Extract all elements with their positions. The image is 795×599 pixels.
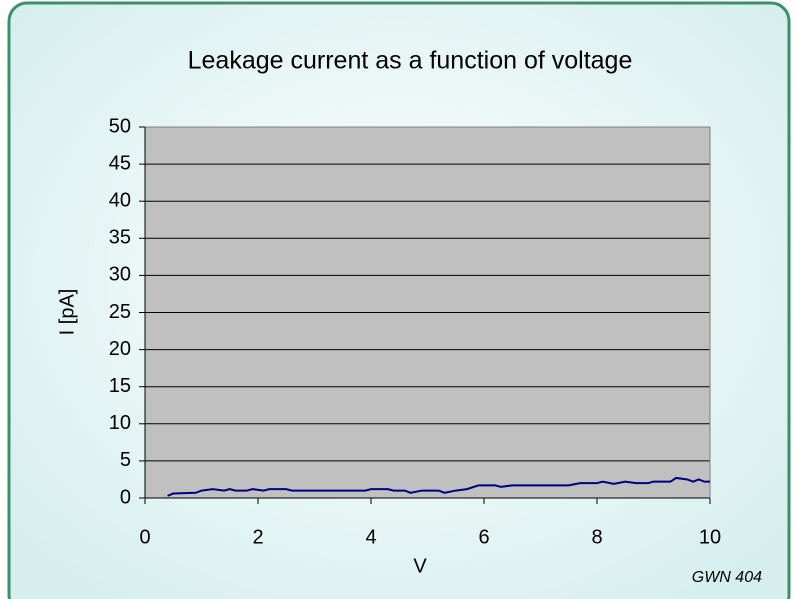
data-line	[167, 476, 710, 497]
x-tick-label: 8	[591, 526, 602, 548]
y-tick-label: 20	[109, 338, 131, 360]
x-tick-label: 2	[252, 526, 263, 548]
x-tick-label: 4	[365, 526, 376, 548]
y-tick-label: 10	[109, 412, 131, 434]
y-tick-label: 45	[109, 152, 131, 174]
y-axis-label: I [pA]	[56, 289, 78, 336]
x-tick-label: 0	[139, 526, 150, 548]
x-axis-label: V	[413, 555, 427, 577]
y-tick-label: 40	[109, 189, 131, 211]
x-tick-label: 6	[478, 526, 489, 548]
x-tick-label: 10	[699, 526, 721, 548]
annotation: GWN 404	[692, 569, 762, 586]
y-tick-label: 50	[109, 115, 131, 137]
y-tick-label: 30	[109, 264, 131, 286]
y-tick-label: 15	[109, 375, 131, 397]
y-tick-label: 35	[109, 227, 131, 249]
y-tick-label: 0	[120, 486, 131, 508]
y-tick-label: 25	[109, 301, 131, 323]
y-tick-label: 5	[120, 449, 131, 471]
chart-title: Leakage current as a function of voltage	[188, 47, 633, 75]
